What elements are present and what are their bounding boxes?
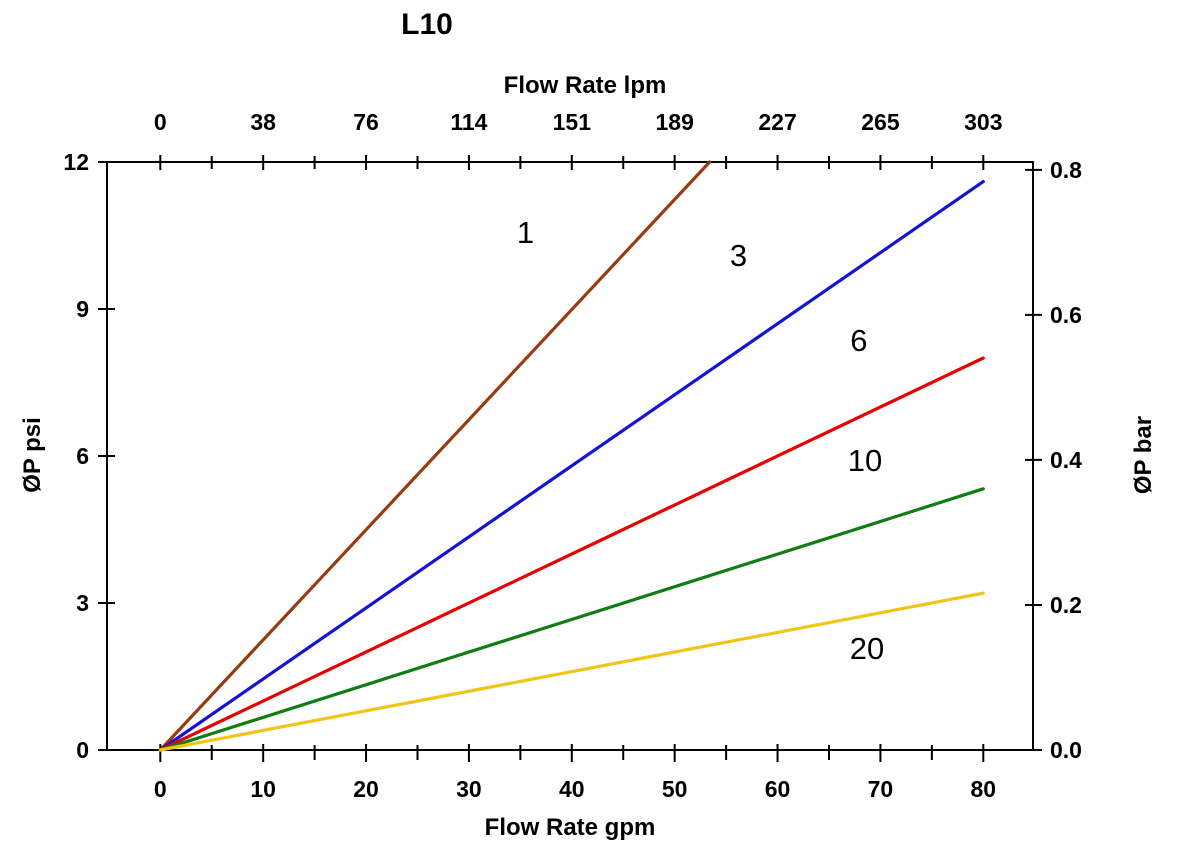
x-tick-label-lpm: 189	[655, 109, 693, 135]
x-tick-label-gpm: 60	[765, 776, 791, 802]
series-line-10	[158, 487, 985, 752]
series-line-1	[158, 160, 712, 752]
plot-border	[106, 161, 1034, 751]
x-tick-label-lpm: 265	[861, 109, 900, 135]
series-line-20	[158, 591, 985, 752]
y-tick-label-psi: 12	[63, 149, 89, 175]
x-tick-label-gpm: 30	[456, 776, 482, 802]
x-tick-label-lpm: 38	[250, 109, 276, 135]
x-tick-label-lpm: 227	[758, 109, 796, 135]
curve-label-20: 20	[850, 631, 884, 666]
x-tick-label-gpm: 80	[971, 776, 997, 802]
y-tick-label-psi: 6	[76, 443, 89, 469]
y-tick-label-bar: 0.8	[1050, 157, 1082, 183]
x-tick-label-lpm: 76	[353, 109, 379, 135]
y-tick-label-bar: 0.4	[1050, 447, 1082, 473]
x-tick-label-gpm: 0	[154, 776, 167, 802]
x-tick-label-gpm: 20	[353, 776, 379, 802]
top-axis-title: Flow Rate lpm	[503, 72, 667, 99]
x-tick-label-lpm: 303	[964, 109, 1002, 135]
y-tick-label-bar: 0.2	[1050, 592, 1082, 618]
y-tick-label-psi: 9	[76, 296, 89, 322]
x-tick-label-gpm: 70	[868, 776, 894, 802]
x-tick-label-gpm: 10	[250, 776, 276, 802]
x-tick-label-lpm: 151	[553, 109, 592, 135]
series-line-6	[158, 356, 985, 752]
chart-title: L10	[401, 8, 453, 41]
x-tick-label-gpm: 40	[559, 776, 585, 802]
curve-label-6: 6	[850, 323, 867, 358]
y-tick-label-psi: 3	[76, 590, 89, 616]
curve-label-3: 3	[730, 238, 747, 273]
y-tick-label-bar: 0.6	[1050, 302, 1082, 328]
x-tick-label-lpm: 0	[154, 109, 167, 135]
x-tick-label-gpm: 50	[662, 776, 688, 802]
curve-label-1: 1	[517, 215, 534, 250]
series-line-3	[158, 180, 985, 752]
x-tick-label-lpm: 114	[450, 109, 487, 135]
y-tick-label-bar: 0.0	[1050, 737, 1082, 763]
y-tick-label-psi: 0	[76, 737, 89, 763]
bottom-axis-title: Flow Rate gpm	[484, 814, 656, 841]
curve-label-10: 10	[848, 443, 882, 478]
